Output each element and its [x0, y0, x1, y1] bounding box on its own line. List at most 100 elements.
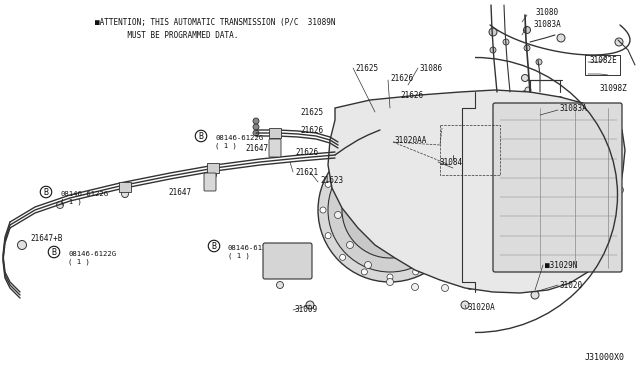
Circle shape: [276, 282, 284, 289]
Text: 31080: 31080: [536, 7, 559, 16]
Circle shape: [461, 301, 469, 309]
Circle shape: [371, 109, 378, 115]
Bar: [207, 163, 219, 173]
Circle shape: [401, 103, 408, 110]
Text: 08146-6122G
( 1 ): 08146-6122G ( 1 ): [215, 135, 263, 149]
Text: 31098Z: 31098Z: [600, 83, 628, 93]
Circle shape: [522, 74, 529, 81]
Circle shape: [325, 182, 331, 187]
Circle shape: [615, 38, 623, 46]
Text: J31000X0: J31000X0: [585, 353, 625, 362]
Text: 31083A: 31083A: [534, 19, 562, 29]
Circle shape: [489, 28, 497, 36]
Circle shape: [531, 291, 539, 299]
Circle shape: [253, 118, 259, 124]
Circle shape: [490, 47, 496, 53]
Circle shape: [503, 39, 509, 45]
FancyBboxPatch shape: [493, 103, 622, 272]
Circle shape: [340, 254, 346, 260]
Text: 31020: 31020: [560, 280, 583, 289]
Circle shape: [442, 285, 449, 292]
Bar: [119, 182, 131, 192]
Circle shape: [273, 138, 278, 144]
Circle shape: [271, 137, 278, 144]
Circle shape: [454, 207, 460, 213]
Circle shape: [209, 171, 216, 179]
Circle shape: [486, 90, 493, 97]
Text: 31082E: 31082E: [590, 55, 618, 64]
Circle shape: [524, 26, 531, 33]
Circle shape: [586, 106, 593, 113]
Text: B: B: [211, 241, 216, 250]
Text: 21621: 21621: [295, 167, 318, 176]
Text: 08146-6122G
( 1 ): 08146-6122G ( 1 ): [228, 245, 276, 259]
Circle shape: [370, 190, 410, 230]
Text: 31009: 31009: [295, 305, 318, 314]
Circle shape: [577, 259, 584, 266]
Circle shape: [376, 126, 383, 134]
Circle shape: [449, 232, 455, 239]
Text: 21625: 21625: [355, 64, 378, 73]
Text: 21644: 21644: [270, 253, 293, 263]
Circle shape: [387, 151, 394, 158]
Text: 21647: 21647: [168, 187, 191, 196]
Circle shape: [611, 215, 618, 221]
Circle shape: [525, 87, 531, 93]
Circle shape: [365, 262, 371, 269]
Circle shape: [454, 93, 461, 99]
Text: 21623: 21623: [320, 176, 343, 185]
Circle shape: [554, 275, 561, 282]
Text: 31020A: 31020A: [468, 304, 496, 312]
Text: 31083A: 31083A: [560, 103, 588, 112]
Text: 21626: 21626: [400, 90, 423, 99]
Text: ■31029N: ■31029N: [545, 260, 577, 269]
Circle shape: [330, 176, 337, 183]
Circle shape: [413, 145, 419, 151]
Circle shape: [17, 241, 26, 250]
Circle shape: [325, 232, 331, 239]
Text: 08146-6122G
( 1 ): 08146-6122G ( 1 ): [60, 191, 108, 205]
Circle shape: [387, 279, 394, 285]
Circle shape: [557, 34, 565, 42]
Circle shape: [524, 45, 530, 51]
Text: ■ATTENTION; THIS AUTOMATIC TRANSMISSION (P/C  31089N
       MUST BE PROGRAMMED D: ■ATTENTION; THIS AUTOMATIC TRANSMISSION …: [95, 18, 335, 39]
Bar: [269, 128, 281, 138]
Circle shape: [557, 96, 563, 103]
Text: 21647: 21647: [245, 144, 268, 153]
Text: B: B: [44, 187, 49, 196]
Circle shape: [342, 162, 438, 258]
Circle shape: [340, 160, 346, 166]
Circle shape: [253, 130, 259, 136]
Text: 21647+B: 21647+B: [30, 234, 62, 243]
Circle shape: [122, 192, 127, 198]
Circle shape: [435, 160, 440, 166]
FancyBboxPatch shape: [269, 139, 281, 157]
Polygon shape: [328, 90, 625, 293]
Circle shape: [392, 102, 399, 109]
Circle shape: [467, 282, 474, 289]
Text: 08146-6122G
( 1 ): 08146-6122G ( 1 ): [68, 251, 116, 265]
Circle shape: [253, 124, 259, 130]
Circle shape: [417, 105, 424, 112]
Circle shape: [328, 148, 452, 272]
Text: 31084: 31084: [440, 157, 463, 167]
Circle shape: [449, 182, 455, 187]
FancyBboxPatch shape: [204, 173, 216, 191]
Circle shape: [387, 140, 393, 146]
Text: B: B: [198, 131, 204, 141]
Circle shape: [346, 241, 353, 248]
Circle shape: [499, 285, 506, 292]
Circle shape: [318, 138, 462, 282]
Circle shape: [320, 207, 326, 213]
Circle shape: [356, 176, 424, 244]
Circle shape: [362, 145, 367, 151]
Circle shape: [387, 274, 393, 280]
Circle shape: [56, 202, 63, 208]
Text: 21626: 21626: [295, 148, 318, 157]
Circle shape: [596, 238, 604, 246]
Circle shape: [614, 157, 621, 164]
Circle shape: [211, 173, 216, 179]
Text: 31086: 31086: [420, 64, 443, 73]
Circle shape: [387, 105, 394, 112]
Circle shape: [362, 269, 367, 275]
